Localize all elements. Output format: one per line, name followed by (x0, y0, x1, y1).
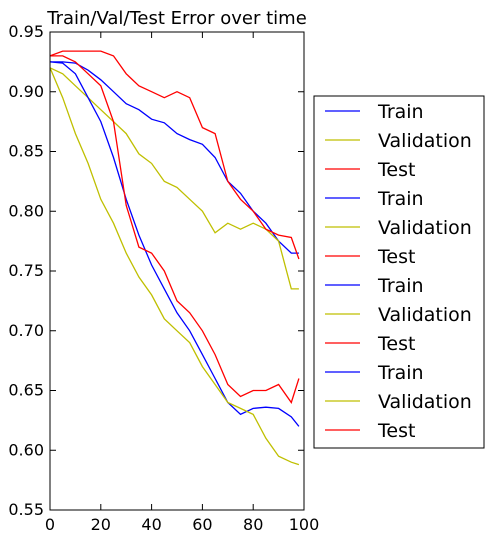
plot-lines (49, 50, 300, 466)
y-axis: 0.55 0.60 0.65 0.70 0.75 0.80 0.85 0.90 0.95 (8, 22, 304, 519)
y-tick-label: 0.60 (8, 440, 44, 459)
legend-label: Train (377, 362, 424, 384)
legend-box (313, 95, 485, 449)
x-tick-label: 100 (289, 515, 320, 534)
x-tick-label: 80 (243, 515, 263, 534)
x-tick-label: 0 (45, 515, 55, 534)
series-line-2 (49, 67, 299, 290)
legend-label: Test (377, 159, 415, 181)
y-tick-label: 0.55 (8, 500, 44, 519)
legend-label: Train (377, 275, 424, 297)
legend-label: Test (377, 333, 415, 355)
legend-label: Validation (378, 217, 472, 239)
y-tick-label: 0.75 (8, 261, 44, 280)
series-line-4 (49, 61, 300, 427)
y-tick-label: 0.85 (8, 142, 44, 161)
series-line-6 (50, 55, 300, 404)
y-tick-label: 0.65 (8, 381, 44, 400)
x-tick-label: 20 (91, 515, 111, 534)
legend-label: Validation (378, 391, 472, 413)
legend-label: Test (377, 246, 415, 268)
y-tick-label: 0.95 (8, 22, 44, 41)
y-tick-label: 0.70 (8, 321, 44, 340)
x-tick-label: 40 (141, 515, 161, 534)
x-axis: 0 20 40 60 80 100 (45, 32, 319, 534)
legend-label: Train (377, 188, 424, 210)
chart-title: Train/Val/Test Error over time (46, 8, 307, 29)
legend: Train Validation Test Train Validation Test Tr… (313, 95, 485, 449)
legend-label: Train (377, 101, 424, 123)
y-tick-label: 0.80 (8, 201, 44, 220)
legend-label: Test (377, 420, 415, 442)
x-tick-label: 60 (192, 515, 212, 534)
legend-label: Validation (378, 130, 472, 152)
series-line-1 (50, 61, 299, 254)
y-tick-label: 0.90 (8, 82, 44, 101)
series-line-3 (49, 50, 300, 260)
series-line-5 (49, 67, 300, 466)
legend-label: Validation (378, 304, 472, 326)
